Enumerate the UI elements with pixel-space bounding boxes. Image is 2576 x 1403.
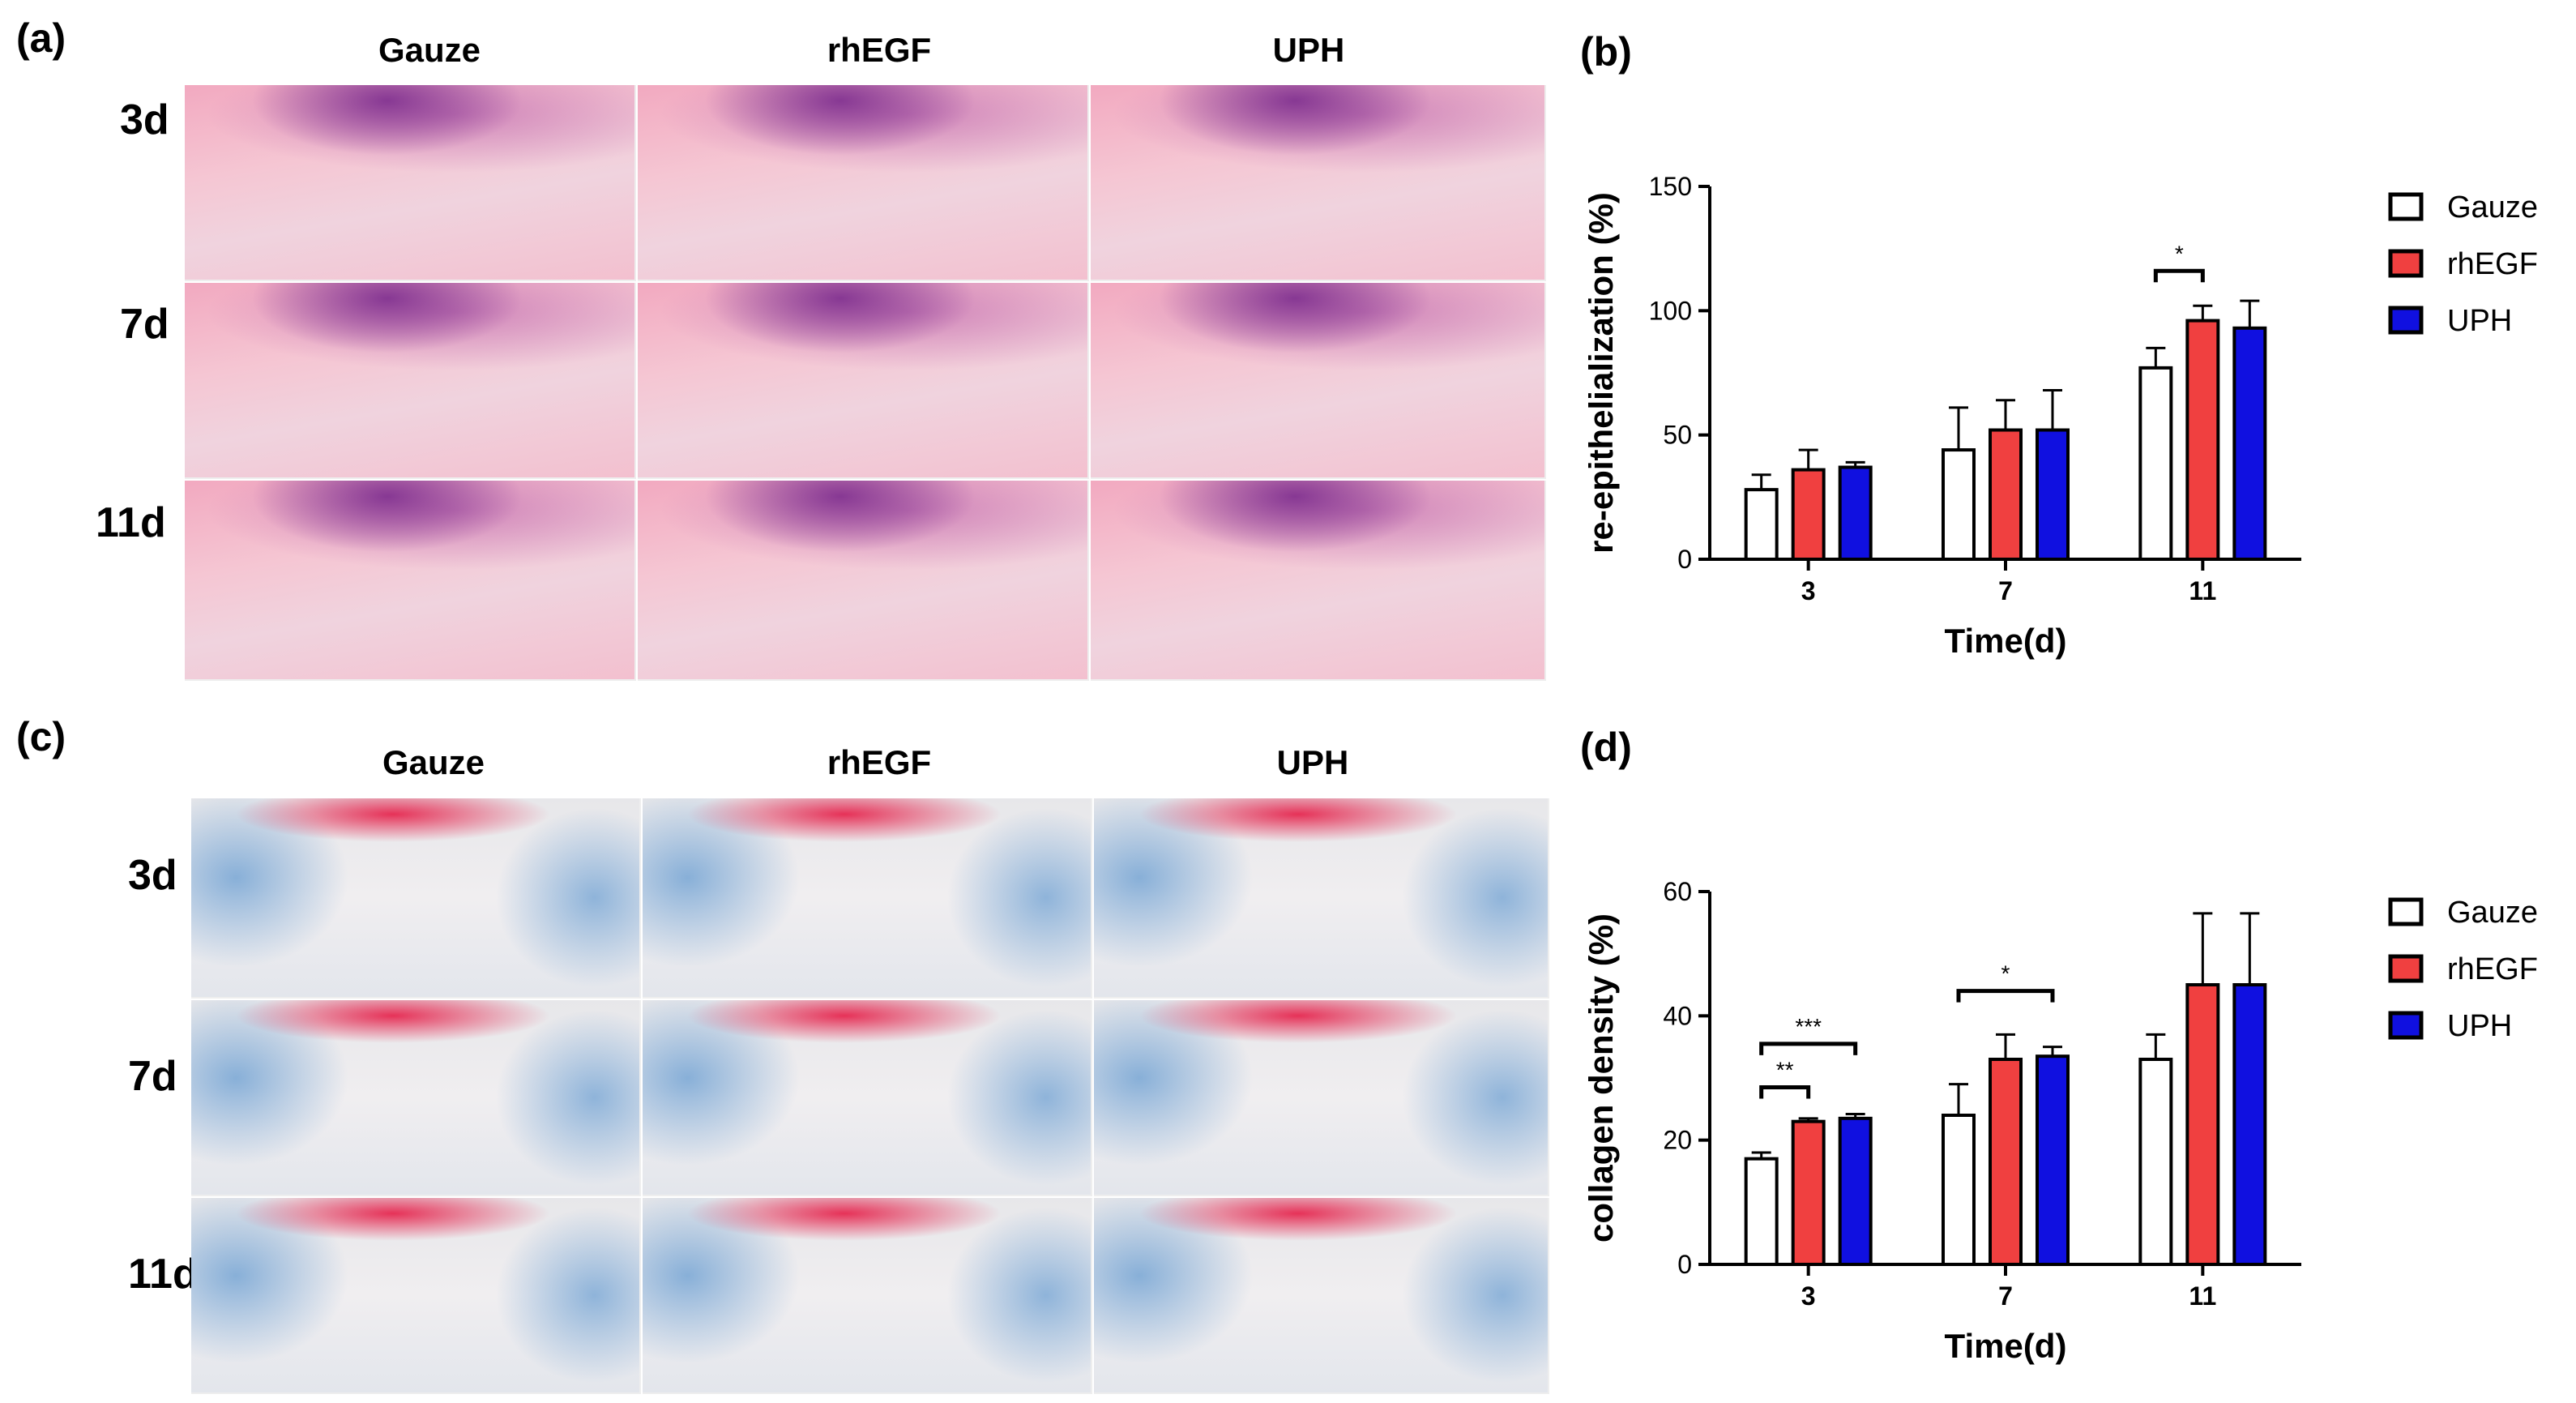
- legend-swatch: [2388, 897, 2424, 926]
- legend-swatch: [2388, 306, 2424, 335]
- legend-label: UPH: [2447, 1009, 2512, 1043]
- bar: [1838, 1116, 1873, 1267]
- he-image-uph-7d: [1091, 283, 1546, 479]
- panel-letter-c: (c): [16, 714, 66, 759]
- bar: [1744, 1157, 1779, 1266]
- row-label-11d-c: 11d: [128, 1251, 199, 1298]
- y-tick-label: 150: [1649, 172, 1692, 201]
- y-tick-label: 100: [1649, 296, 1692, 325]
- y-tick-label: 20: [1663, 1126, 1692, 1155]
- row-label-3d: 3d: [120, 96, 169, 143]
- bar: [2036, 428, 2070, 561]
- bar: [1989, 428, 2023, 561]
- significance-label: *: [2175, 241, 2184, 266]
- bar: [1744, 488, 1779, 561]
- significance-label: **: [1776, 1058, 1794, 1083]
- significance-bracket: [2153, 268, 2205, 283]
- bar: [1942, 1114, 1976, 1266]
- bar: [2185, 319, 2220, 561]
- column-label-rhegf: rhEGF: [827, 31, 932, 69]
- bar: [2232, 983, 2267, 1266]
- he-image-rhegf-11d: [638, 481, 1089, 681]
- bar: [2138, 1058, 2173, 1266]
- masson-image-rhegf-7d: [643, 1000, 1092, 1196]
- significance-bracket: [1956, 989, 2055, 1003]
- bar: [1942, 448, 1976, 562]
- he-image-uph-3d: [1091, 85, 1546, 281]
- significance-bracket: [1759, 1042, 1858, 1055]
- legend-swatch: [2388, 954, 2424, 983]
- masson-image-gauze-7d: [191, 1000, 641, 1196]
- legend-label: Gauze: [2447, 190, 2538, 225]
- masson-image-uph-7d: [1094, 1000, 1549, 1196]
- he-image-rhegf-7d: [638, 283, 1089, 479]
- panel-letter-a: (a): [16, 15, 66, 61]
- x-tick-label: 7: [1998, 1281, 2013, 1311]
- legend-swatch: [2388, 1011, 2424, 1040]
- panel-letter-d: (d): [1580, 725, 1632, 770]
- x-tick-label: 3: [1801, 576, 1816, 605]
- he-image-gauze-7d: [185, 283, 636, 479]
- y-axis-label: collagen density (%): [1588, 913, 1620, 1243]
- bar: [1791, 468, 1826, 562]
- he-image-gauze-3d: [185, 85, 636, 281]
- legend-label: rhEGF: [2447, 952, 2538, 986]
- masson-image-uph-11d: [1094, 1198, 1549, 1394]
- bar: [1838, 465, 1873, 561]
- x-axis-label: Time(d): [1945, 1327, 2067, 1365]
- x-tick-label: 11: [2189, 1281, 2216, 1311]
- legend-label: rhEGF: [2447, 247, 2538, 281]
- he-image-rhegf-3d: [638, 85, 1089, 281]
- column-label-gauze: Gauze: [378, 31, 481, 69]
- masson-image-rhegf-11d: [643, 1198, 1092, 1394]
- row-label-3d-c: 3d: [128, 852, 177, 899]
- he-image-uph-11d: [1091, 481, 1546, 681]
- y-tick-label: 60: [1663, 877, 1692, 906]
- y-tick-label: 0: [1677, 1250, 1692, 1279]
- bar: [2232, 326, 2267, 562]
- panel-letter-b: (b): [1580, 29, 1632, 75]
- x-tick-label: 11: [2189, 576, 2216, 605]
- masson-image-gauze-11d: [191, 1198, 641, 1394]
- he-image-gauze-11d: [185, 481, 636, 681]
- row-label-7d: 7d: [120, 301, 169, 348]
- masson-image-gauze-3d: [191, 798, 641, 999]
- x-tick-label: 3: [1801, 1281, 1816, 1311]
- y-axis-label: re-epithelialization (%): [1588, 192, 1620, 554]
- legend-swatch: [2388, 192, 2424, 221]
- bar: [2036, 1054, 2070, 1267]
- row-label-11d: 11d: [96, 499, 166, 546]
- masson-image-uph-3d: [1094, 798, 1549, 999]
- significance-label: *: [2001, 961, 2010, 986]
- y-tick-label: 0: [1677, 545, 1692, 574]
- bar: [1791, 1119, 1826, 1266]
- row-label-7d-c: 7d: [128, 1053, 177, 1100]
- chart-b-re-epithelialization: 0 50 100 150 3 7 11 * Time(d) re-epithelializatio…: [1588, 172, 2538, 660]
- bar: [2185, 983, 2220, 1266]
- column-label-gauze-c: Gauze: [382, 743, 485, 781]
- masson-image-rhegf-3d: [643, 798, 1092, 999]
- x-tick-label: 7: [1998, 576, 2013, 605]
- column-label-uph-c: UPH: [1276, 743, 1349, 781]
- bar: [2138, 366, 2173, 561]
- significance-bracket: [1759, 1085, 1811, 1099]
- legend-swatch: [2388, 249, 2424, 278]
- y-tick-label: 50: [1663, 421, 1692, 450]
- legend-label: UPH: [2447, 304, 2512, 338]
- significance-label: ***: [1795, 1014, 1822, 1039]
- column-label-rhegf-c: rhEGF: [827, 743, 932, 781]
- y-tick-label: 40: [1663, 1001, 1692, 1030]
- legend-label: Gauze: [2447, 896, 2538, 930]
- bar: [1989, 1058, 2023, 1266]
- x-axis-label: Time(d): [1945, 622, 2067, 660]
- column-label-uph: UPH: [1272, 31, 1345, 69]
